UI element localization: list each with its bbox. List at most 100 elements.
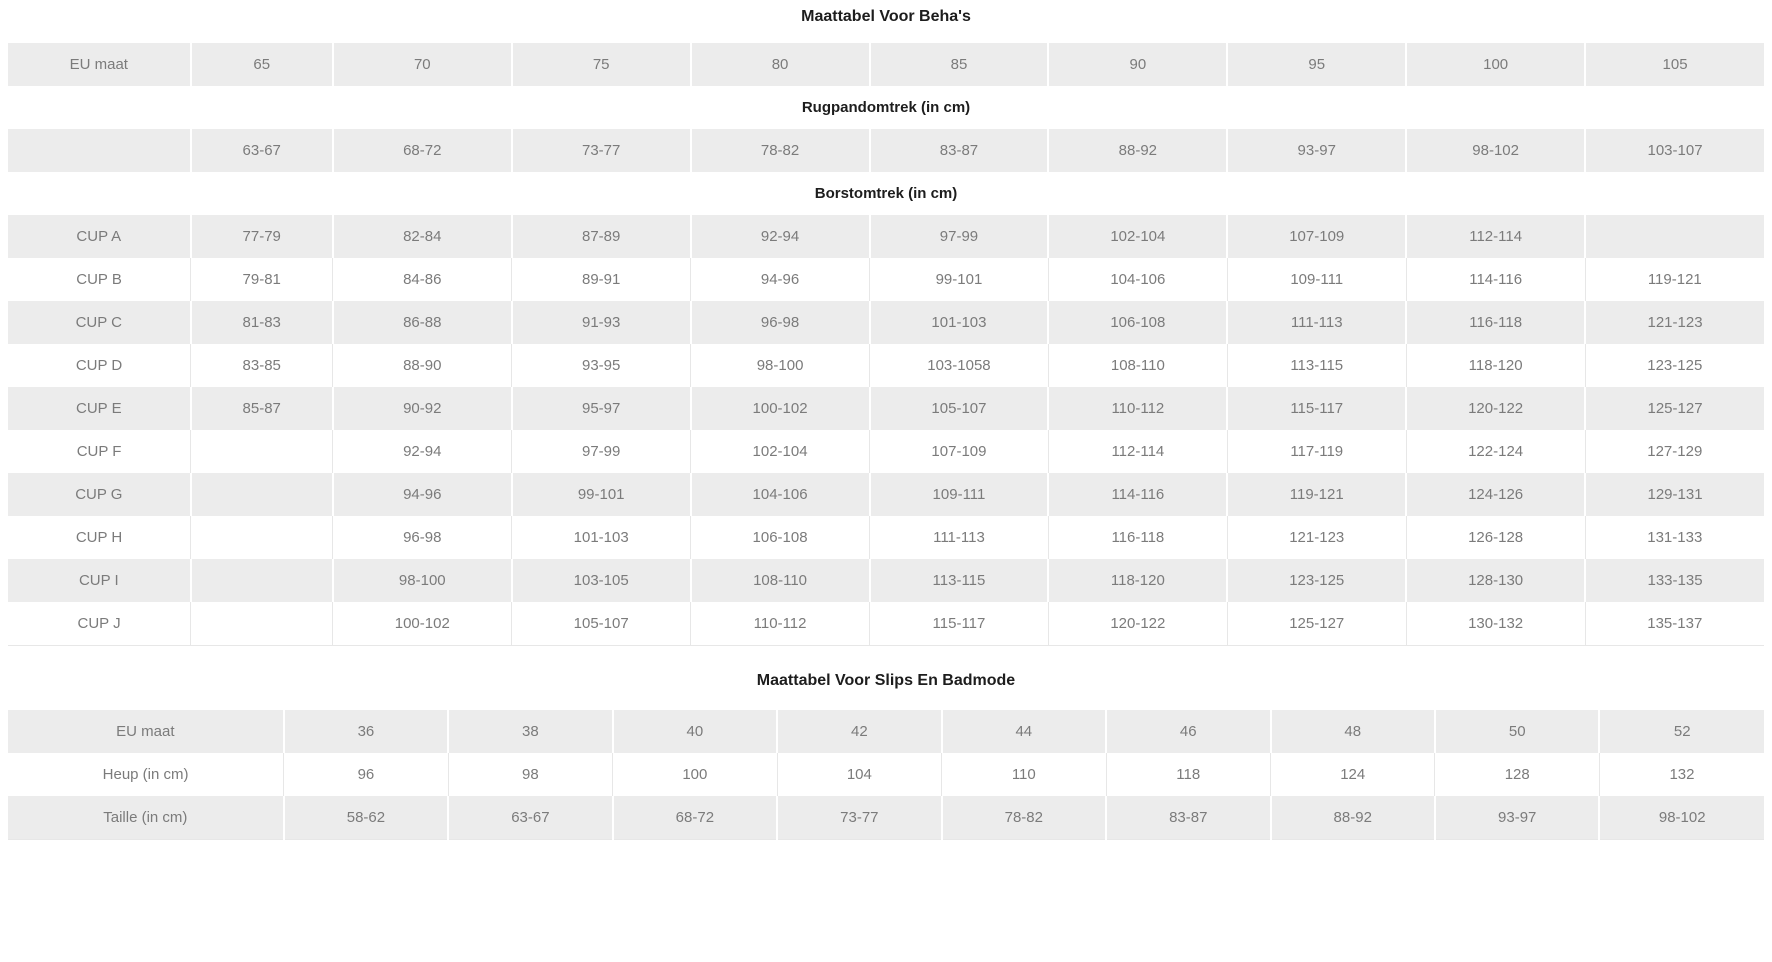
row-label-cell: EU maat: [8, 710, 285, 753]
value-cell: [190, 559, 334, 602]
value-cell: 68-72: [612, 796, 779, 840]
value-cell: 113-115: [1227, 344, 1407, 387]
value-cell: 111-113: [1227, 301, 1408, 344]
value-cell: 118: [1106, 753, 1272, 796]
table-row: CUP G 94-96 99-101 104-106 109-111 114-116 119…: [8, 473, 1764, 516]
table-row: Borstomtrek (in cm): [8, 172, 1764, 215]
value-cell: 58-62: [283, 796, 450, 840]
value-cell: 88-92: [1048, 129, 1229, 172]
value-cell: 101-103: [869, 301, 1050, 344]
value-cell: 111-113: [869, 516, 1049, 559]
value-cell: 106-108: [1048, 301, 1229, 344]
value-cell: 110: [941, 753, 1107, 796]
value-cell: 91-93: [511, 301, 692, 344]
value-cell: 109-111: [1227, 258, 1407, 301]
table-row: Rugpandomtrek (in cm): [8, 86, 1764, 129]
value-cell: 112-114: [1048, 430, 1228, 473]
value-cell: 101-103: [511, 516, 692, 559]
value-cell: 110-112: [690, 602, 871, 646]
value-cell: 112-114: [1406, 215, 1587, 258]
value-cell: 92-94: [690, 215, 871, 258]
row-label-cell: CUP C: [8, 301, 192, 344]
value-cell: 123-125: [1585, 344, 1764, 387]
section-header-cell: Borstomtrek (in cm): [8, 172, 1764, 215]
value-cell: 79-81: [190, 258, 334, 301]
value-cell: 78-82: [690, 129, 871, 172]
value-cell: 73-77: [511, 129, 692, 172]
table-row: CUP C 81-83 86-88 91-93 96-98 101-103 106-108 1…: [8, 301, 1764, 344]
value-cell: 88-92: [1270, 796, 1436, 840]
table-row: 63-67 68-72 73-77 78-82 83-87 88-92 93-97 98-10…: [8, 129, 1764, 172]
value-cell: 102-104: [1048, 215, 1229, 258]
table-row: CUP I 98-100 103-105 108-110 113-115 118-120 1…: [8, 559, 1764, 602]
value-cell: 124: [1270, 753, 1436, 796]
row-label-cell: CUP H: [8, 516, 192, 559]
value-cell: 93-95: [511, 344, 692, 387]
bra-size-table: EU maat 65 70 75 80 85 90 95 100 105 Rugpandomtrek…: [8, 43, 1764, 646]
value-cell: 118-120: [1048, 559, 1229, 602]
value-cell: 108-110: [690, 559, 871, 602]
value-cell: [1585, 215, 1764, 258]
value-cell: 122-124: [1406, 430, 1586, 473]
value-cell: 125-127: [1585, 387, 1764, 430]
value-cell: 38: [448, 710, 614, 753]
value-cell: 88-90: [332, 344, 513, 387]
value-cell: 89-91: [511, 258, 692, 301]
value-cell: 113-115: [869, 559, 1050, 602]
value-cell: 36: [283, 710, 450, 753]
value-cell: 103-1058: [869, 344, 1049, 387]
value-cell: 68-72: [332, 129, 513, 172]
value-cell: 40: [612, 710, 779, 753]
table-row: CUP H 96-98 101-103 106-108 111-113 116-118 12…: [8, 516, 1764, 559]
value-cell: 129-131: [1585, 473, 1764, 516]
value-cell: 97-99: [869, 215, 1050, 258]
value-cell: 98-102: [1406, 129, 1587, 172]
value-cell: [190, 430, 334, 473]
brief-table-title: Maattabel Voor Slips En Badmode: [756, 672, 1016, 689]
value-cell: 105-107: [511, 602, 692, 646]
value-cell: 83-85: [190, 344, 334, 387]
row-label-cell: CUP I: [8, 559, 192, 602]
value-cell: 119-121: [1585, 258, 1764, 301]
row-label-cell: CUP B: [8, 258, 192, 301]
value-cell: 104-106: [1048, 258, 1228, 301]
value-cell: 82-84: [332, 215, 513, 258]
value-cell: 116-118: [1048, 516, 1228, 559]
value-cell: 44: [941, 710, 1108, 753]
row-label-cell: CUP E: [8, 387, 192, 430]
value-cell: 126-128: [1406, 516, 1586, 559]
value-cell: 95-97: [511, 387, 692, 430]
value-cell: 97-99: [511, 430, 692, 473]
table-row: CUP J 100-102 105-107 110-112 115-117 120-122…: [8, 602, 1764, 646]
value-cell: 83-87: [1106, 796, 1272, 840]
brief-table-body: EU maat 36 38 40 42 44 46 48 50 52 Heup (in cm) 96 9…: [8, 710, 1764, 840]
value-cell: 117-119: [1227, 430, 1407, 473]
value-cell: 109-111: [869, 473, 1050, 516]
value-cell: 130-132: [1406, 602, 1586, 646]
value-cell: 104-106: [690, 473, 871, 516]
value-cell: 94-96: [690, 258, 871, 301]
value-cell: 99-101: [869, 258, 1049, 301]
value-cell: 105-107: [869, 387, 1050, 430]
value-cell: 90-92: [332, 387, 513, 430]
bra-table-title: Maattabel Voor Beha's: [801, 8, 971, 25]
value-cell: 63-67: [448, 796, 614, 840]
value-cell: 106-108: [690, 516, 871, 559]
row-label-cell: EU maat: [8, 43, 192, 86]
table-row: EU maat 36 38 40 42 44 46 48 50 52: [8, 710, 1764, 753]
value-cell: 42: [777, 710, 943, 753]
value-cell: 124-126: [1406, 473, 1587, 516]
value-cell: 70: [332, 43, 513, 86]
value-cell: 96-98: [690, 301, 871, 344]
table-row: EU maat 65 70 75 80 85 90 95 100 105: [8, 43, 1764, 86]
value-cell: 75: [511, 43, 692, 86]
value-cell: 96-98: [332, 516, 513, 559]
table-row: CUP D 83-85 88-90 93-95 98-100 103-1058 108-11…: [8, 344, 1764, 387]
value-cell: 108-110: [1048, 344, 1228, 387]
value-cell: [190, 602, 334, 646]
value-cell: 121-123: [1585, 301, 1764, 344]
value-cell: 84-86: [332, 258, 513, 301]
value-cell: 78-82: [941, 796, 1108, 840]
value-cell: 135-137: [1585, 602, 1764, 646]
value-cell: 83-87: [869, 129, 1050, 172]
